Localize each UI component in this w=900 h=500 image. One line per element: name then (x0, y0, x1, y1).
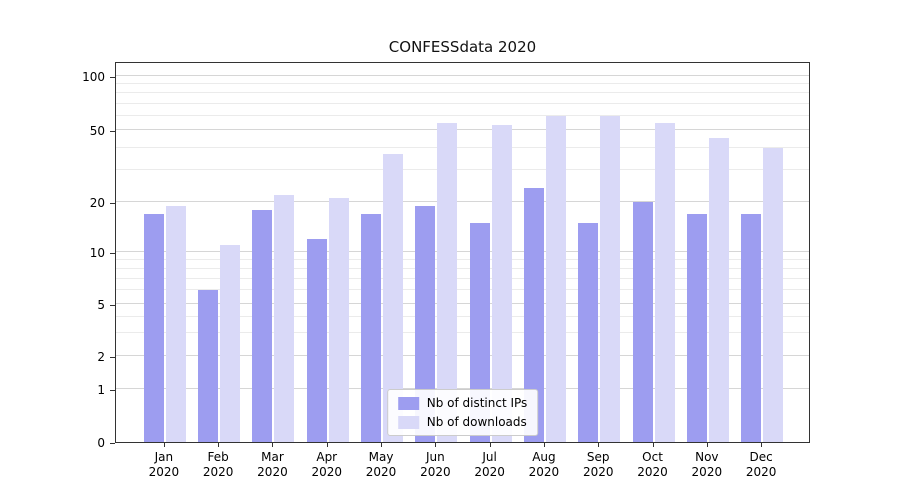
bar-downloads-jun (437, 122, 458, 442)
minor-gridline (116, 315, 809, 317)
x-tick-mark (435, 443, 437, 447)
x-tick-label: Dec 2020 (745, 450, 777, 479)
minor-gridline (116, 258, 809, 260)
major-gridline (116, 355, 809, 356)
bar-distinct-ips-apr (306, 238, 327, 442)
minor-gridline (116, 102, 809, 104)
legend-label-downloads: Nb of downloads (426, 415, 527, 429)
legend-label-distinct-ips: Nb of distinct IPs (426, 396, 528, 410)
y-tick-label: 5 (97, 298, 105, 312)
y-tick-mark (110, 305, 115, 306)
major-gridline (116, 75, 809, 76)
plot-area: Nb of distinct IPs Nb of downloads (115, 62, 810, 443)
y-tick-mark (110, 131, 115, 132)
x-tick-label: Apr 2020 (311, 450, 343, 479)
bar-downloads-oct (654, 122, 675, 442)
legend-swatch-distinct-ips (397, 396, 419, 410)
y-tick-label: 0 (97, 436, 105, 450)
major-gridline (116, 201, 809, 202)
x-tick-mark (543, 443, 545, 447)
bar-downloads-apr (328, 198, 349, 442)
minor-gridline (116, 332, 809, 333)
minor-gridline (116, 169, 809, 171)
x-tick-mark (218, 443, 220, 447)
y-tick-label: 10 (89, 246, 105, 260)
x-tick-mark (761, 443, 763, 447)
x-tick-mark (326, 443, 328, 447)
minor-gridline (116, 267, 809, 269)
x-tick-label: Jun 2020 (420, 450, 451, 479)
chart-title: CONFESSdata 2020 (388, 38, 537, 56)
bars-layer (116, 63, 809, 442)
x-tick-mark (381, 443, 383, 447)
bar-downloads-nov (708, 138, 729, 442)
bar-distinct-ips-dec (741, 213, 762, 442)
x-tick-label: Nov 2020 (691, 450, 723, 479)
x-tick-label: Mar 2020 (257, 450, 288, 479)
major-gridline (116, 388, 809, 389)
bar-downloads-jan (165, 205, 186, 442)
x-tick-label: Sep 2020 (582, 450, 614, 479)
y-tick-label: 50 (89, 124, 105, 138)
y-tick-label: 20 (89, 196, 105, 210)
legend-item-distinct-ips: Nb of distinct IPs (397, 396, 528, 410)
bar-downloads-mar (274, 194, 295, 442)
x-tick-mark (489, 443, 491, 447)
bar-distinct-ips-jan (143, 213, 164, 442)
legend-swatch-downloads (397, 415, 419, 429)
major-gridline (116, 129, 809, 130)
y-tick-mark (110, 357, 115, 358)
y-tick-mark (110, 390, 115, 391)
y-tick-label: 2 (97, 350, 105, 364)
legend: Nb of distinct IPs Nb of downloads (386, 389, 539, 436)
y-tick-mark (110, 443, 115, 444)
x-tick-mark (652, 443, 654, 447)
minor-gridline (116, 277, 809, 279)
bar-distinct-ips-sep (578, 222, 599, 442)
x-tick-label: Aug 2020 (528, 450, 560, 479)
x-tick-mark (163, 443, 165, 447)
x-tick-label: Oct 2020 (637, 450, 668, 479)
y-tick-mark (110, 203, 115, 204)
x-tick-label: May 2020 (365, 450, 397, 479)
bar-distinct-ips-mar (252, 209, 273, 442)
y-tick-mark (110, 77, 115, 78)
y-tick-label: 100 (82, 70, 105, 84)
major-gridline (116, 251, 809, 252)
minor-gridline (116, 289, 809, 291)
minor-gridline (116, 114, 809, 116)
y-tick-mark (110, 253, 115, 254)
bar-distinct-ips-oct (632, 202, 653, 442)
bar-downloads-aug (545, 115, 566, 442)
grid-layer (116, 63, 809, 442)
x-tick-mark (272, 443, 274, 447)
x-tick-label: Jul 2020 (474, 450, 505, 479)
bar-distinct-ips-feb (198, 290, 219, 442)
bar-distinct-ips-aug (523, 187, 544, 442)
bar-distinct-ips-nov (686, 213, 707, 442)
minor-gridline (116, 146, 809, 148)
bar-downloads-feb (220, 245, 241, 442)
bar-downloads-jul (491, 125, 512, 442)
bar-distinct-ips-may (361, 213, 382, 442)
bar-downloads-sep (600, 115, 621, 442)
minor-gridline (116, 92, 809, 94)
y-tick-label: 1 (97, 383, 105, 397)
bar-distinct-ips-jul (469, 222, 490, 442)
major-gridline (116, 303, 809, 304)
x-tick-label: Feb 2020 (202, 450, 234, 479)
bar-downloads-may (383, 153, 404, 442)
x-tick-mark (706, 443, 708, 447)
x-tick-label: Jan 2020 (148, 450, 180, 479)
bar-downloads-dec (763, 147, 784, 442)
bar-distinct-ips-jun (415, 205, 436, 442)
legend-item-downloads: Nb of downloads (397, 415, 528, 429)
minor-gridline (116, 83, 809, 85)
x-tick-mark (598, 443, 600, 447)
